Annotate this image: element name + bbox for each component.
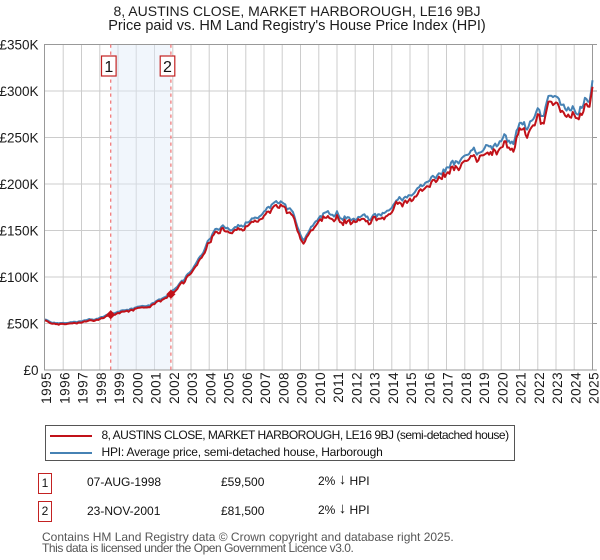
svg-text:£100K: £100K xyxy=(0,270,39,285)
svg-text:2012: 2012 xyxy=(349,372,364,404)
svg-text:2007: 2007 xyxy=(258,372,273,404)
svg-text:2006: 2006 xyxy=(240,372,255,404)
svg-text:1995: 1995 xyxy=(39,372,54,404)
svg-text:2002: 2002 xyxy=(167,372,182,404)
svg-text:£300K: £300K xyxy=(0,84,39,99)
svg-text:2008: 2008 xyxy=(276,372,291,404)
svg-text:2020: 2020 xyxy=(495,372,510,404)
svg-text:1999: 1999 xyxy=(112,372,127,404)
svg-text:2015: 2015 xyxy=(404,372,419,404)
svg-text:£350K: £350K xyxy=(0,37,39,52)
svg-text:2: 2 xyxy=(163,59,172,76)
svg-text:2001: 2001 xyxy=(149,372,164,404)
svg-text:2010: 2010 xyxy=(313,372,328,404)
svg-text:1997: 1997 xyxy=(76,372,91,404)
svg-text:£50K: £50K xyxy=(7,316,39,331)
svg-text:2022: 2022 xyxy=(532,372,547,404)
svg-text:2011: 2011 xyxy=(331,372,346,403)
svg-text:2019: 2019 xyxy=(477,372,492,404)
svg-text:2009: 2009 xyxy=(295,372,310,404)
svg-text:1: 1 xyxy=(104,59,113,76)
svg-text:2016: 2016 xyxy=(422,372,437,404)
svg-text:2000: 2000 xyxy=(130,372,145,404)
svg-text:1996: 1996 xyxy=(58,372,73,404)
svg-text:2003: 2003 xyxy=(185,372,200,404)
svg-text:2013: 2013 xyxy=(368,372,383,404)
svg-text:£250K: £250K xyxy=(0,130,39,145)
svg-text:2025: 2025 xyxy=(587,372,600,404)
svg-text:£200K: £200K xyxy=(0,177,39,192)
svg-text:2017: 2017 xyxy=(441,372,456,404)
svg-text:£150K: £150K xyxy=(0,223,39,238)
svg-text:2023: 2023 xyxy=(550,372,565,404)
svg-text:2021: 2021 xyxy=(514,372,529,404)
svg-text:2018: 2018 xyxy=(459,372,474,404)
svg-text:2014: 2014 xyxy=(386,372,401,404)
svg-text:2005: 2005 xyxy=(222,372,237,404)
svg-text:£0: £0 xyxy=(23,363,38,378)
svg-text:1998: 1998 xyxy=(94,372,109,404)
svg-text:2004: 2004 xyxy=(203,372,218,404)
svg-text:2024: 2024 xyxy=(569,372,584,404)
